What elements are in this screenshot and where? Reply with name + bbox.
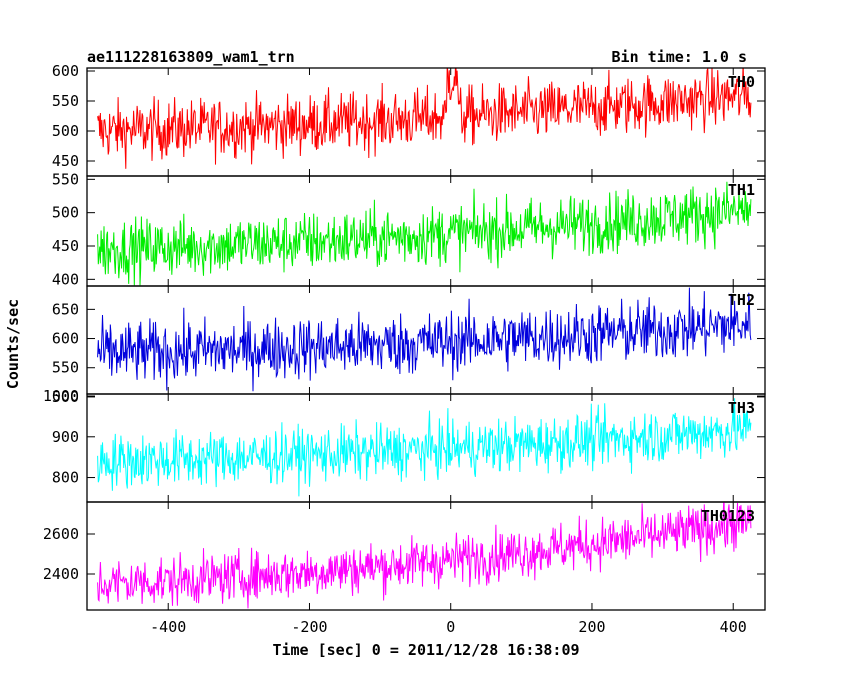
y-tick-label-th3: 800 [52,469,79,487]
y-tick-label-th1: 400 [52,270,79,288]
y-tick-label-th0: 450 [52,152,79,170]
x-axis-label: Time [sec] 0 = 2011/12/28 16:38:09 [272,641,579,659]
y-tick-label-th1: 450 [52,237,79,255]
y-tick-label-th2: 650 [52,300,79,318]
series-line-th0123 [97,502,752,609]
series-label-th3: TH3 [728,399,755,417]
x-tick-label: -400 [150,618,186,636]
series-line-th0 [97,68,752,169]
panels-group: 450 500 550 600 TH0 400 450 500 550 TH1 500 550 600 6… [43,62,766,636]
y-tick-label-th1: 500 [52,204,79,222]
chart-title-right: Bin time: 1.0 s [612,48,747,66]
series-label-th0: TH0 [728,73,755,91]
y-tick-label-th0123: 2400 [43,565,79,583]
y-tick-label-th0: 600 [52,62,79,80]
y-tick-label-th0: 500 [52,122,79,140]
y-tick-label-th0: 550 [52,92,79,110]
series-label-th1: TH1 [728,181,755,199]
y-tick-label-th0123: 2600 [43,525,79,543]
panel-frame-th1 [86,175,766,287]
x-tick-label: 0 [446,618,455,636]
y-tick-label-th3: 900 [52,428,79,446]
x-tick-label: -200 [291,618,327,636]
chart-title-left: ae111228163809_wam1_trn [87,48,295,66]
series-line-th2 [97,287,752,392]
series-line-th1 [97,181,752,286]
x-tick-label: 200 [578,618,605,636]
series-label-th0123: TH0123 [701,507,755,525]
x-tick-label: 400 [720,618,747,636]
y-tick-label-th2: 500 [52,388,79,406]
y-tick-label-th2: 600 [52,330,79,348]
series-label-th2: TH2 [728,291,755,309]
y-tick-label-th3: 1000 [43,387,79,405]
y-axis-label: Counts/sec [4,299,22,389]
series-line-th3 [97,398,752,497]
y-tick-label-th2: 550 [52,359,79,377]
y-tick-label-th1: 550 [52,170,79,188]
panel-frame-th0123 [86,501,766,611]
